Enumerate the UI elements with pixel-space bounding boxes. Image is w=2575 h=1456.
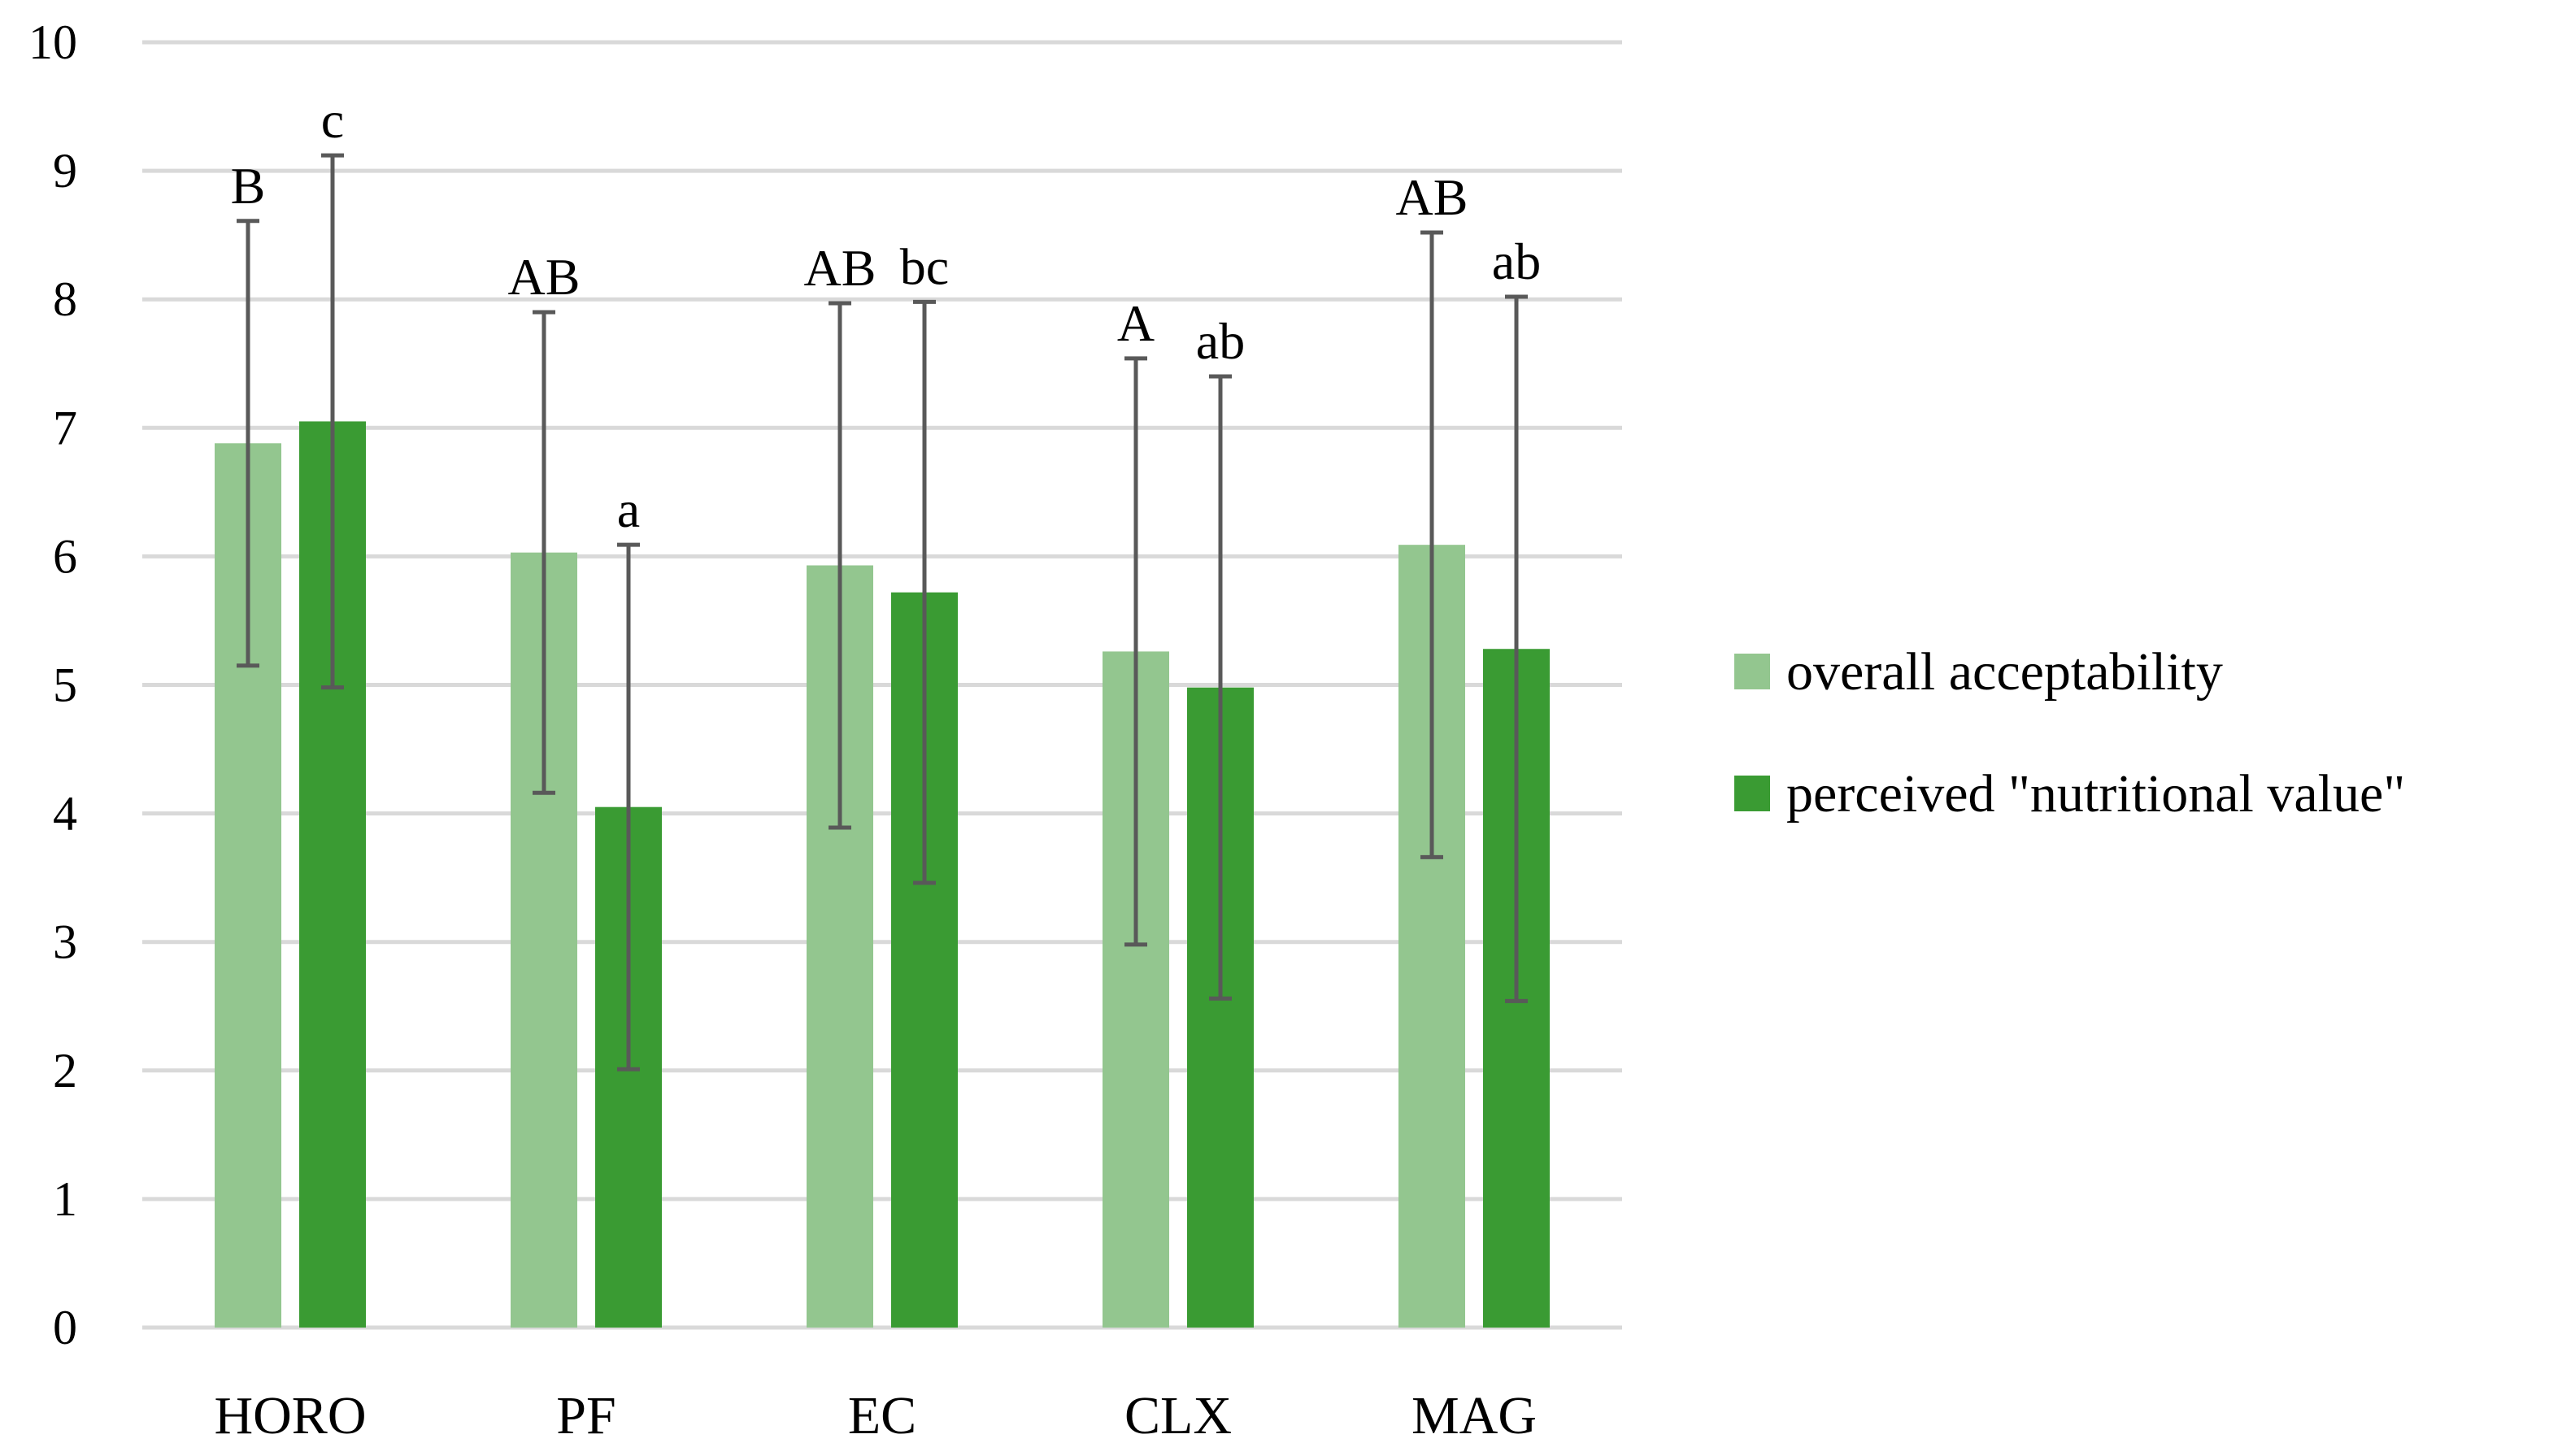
significance-label: AB xyxy=(1396,168,1468,226)
y-tick-label: 7 xyxy=(53,401,77,454)
error-bars xyxy=(237,153,1528,1071)
legend-label: overall acceptability xyxy=(1786,642,2223,702)
y-tick-label: 2 xyxy=(53,1044,77,1097)
significance-label: AB xyxy=(508,248,581,306)
significance-label: B xyxy=(231,157,266,215)
y-tick-label: 4 xyxy=(53,787,77,841)
y-tick-label: 10 xyxy=(28,15,77,69)
significance-label: bc xyxy=(900,237,949,295)
significance-label: A xyxy=(1117,294,1155,352)
x-category-label: PF xyxy=(556,1386,615,1445)
significance-label: a xyxy=(617,480,640,538)
x-category-label: MAG xyxy=(1411,1386,1537,1445)
y-tick-label: 9 xyxy=(53,144,77,198)
x-axis-categories: HORO PF EC CLX MAG xyxy=(214,1386,1537,1445)
significance-label: ab xyxy=(1196,312,1245,370)
gridlines xyxy=(142,40,1622,1330)
bars xyxy=(215,421,1550,1328)
legend: overall acceptability perceived "nutritio… xyxy=(1734,642,2405,824)
y-tick-label: 5 xyxy=(53,658,77,712)
significance-label: AB xyxy=(804,239,876,297)
significance-label: c xyxy=(321,91,344,149)
y-tick-label: 1 xyxy=(53,1172,77,1226)
significance-labels: Bc AB a AB bc A ab AB ab xyxy=(231,91,1542,538)
x-category-label: HORO xyxy=(214,1386,366,1445)
significance-label: ab xyxy=(1492,233,1541,290)
y-axis-ticks: 0 1 2 3 4 5 6 7 8 9 10 xyxy=(28,15,77,1354)
legend-swatch xyxy=(1734,776,1770,811)
y-tick-label: 0 xyxy=(53,1301,77,1354)
legend-label: perceived "nutritional value" xyxy=(1786,764,2405,824)
y-tick-label: 6 xyxy=(53,529,77,583)
x-category-label: EC xyxy=(848,1386,916,1445)
y-tick-label: 3 xyxy=(53,915,77,969)
y-tick-label: 8 xyxy=(53,272,77,326)
legend-swatch xyxy=(1734,654,1770,689)
x-category-label: CLX xyxy=(1124,1386,1232,1445)
